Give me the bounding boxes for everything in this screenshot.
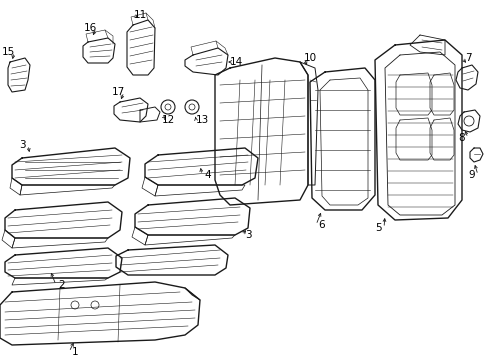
Text: 9: 9 xyxy=(468,170,474,180)
Text: 11: 11 xyxy=(133,10,146,20)
Text: 1: 1 xyxy=(72,347,78,357)
Text: 4: 4 xyxy=(204,170,211,180)
Text: 5: 5 xyxy=(374,223,381,233)
Text: 8: 8 xyxy=(458,133,465,143)
Text: 16: 16 xyxy=(83,23,97,33)
Text: 12: 12 xyxy=(161,115,174,125)
Text: 14: 14 xyxy=(229,57,242,67)
Text: 17: 17 xyxy=(111,87,124,97)
Text: 15: 15 xyxy=(1,47,15,57)
Text: 3: 3 xyxy=(19,140,25,150)
Text: 2: 2 xyxy=(59,280,65,290)
Text: 3: 3 xyxy=(244,230,251,240)
Text: 7: 7 xyxy=(464,53,470,63)
Text: 10: 10 xyxy=(303,53,316,63)
Text: 6: 6 xyxy=(318,220,325,230)
Text: 13: 13 xyxy=(195,115,208,125)
